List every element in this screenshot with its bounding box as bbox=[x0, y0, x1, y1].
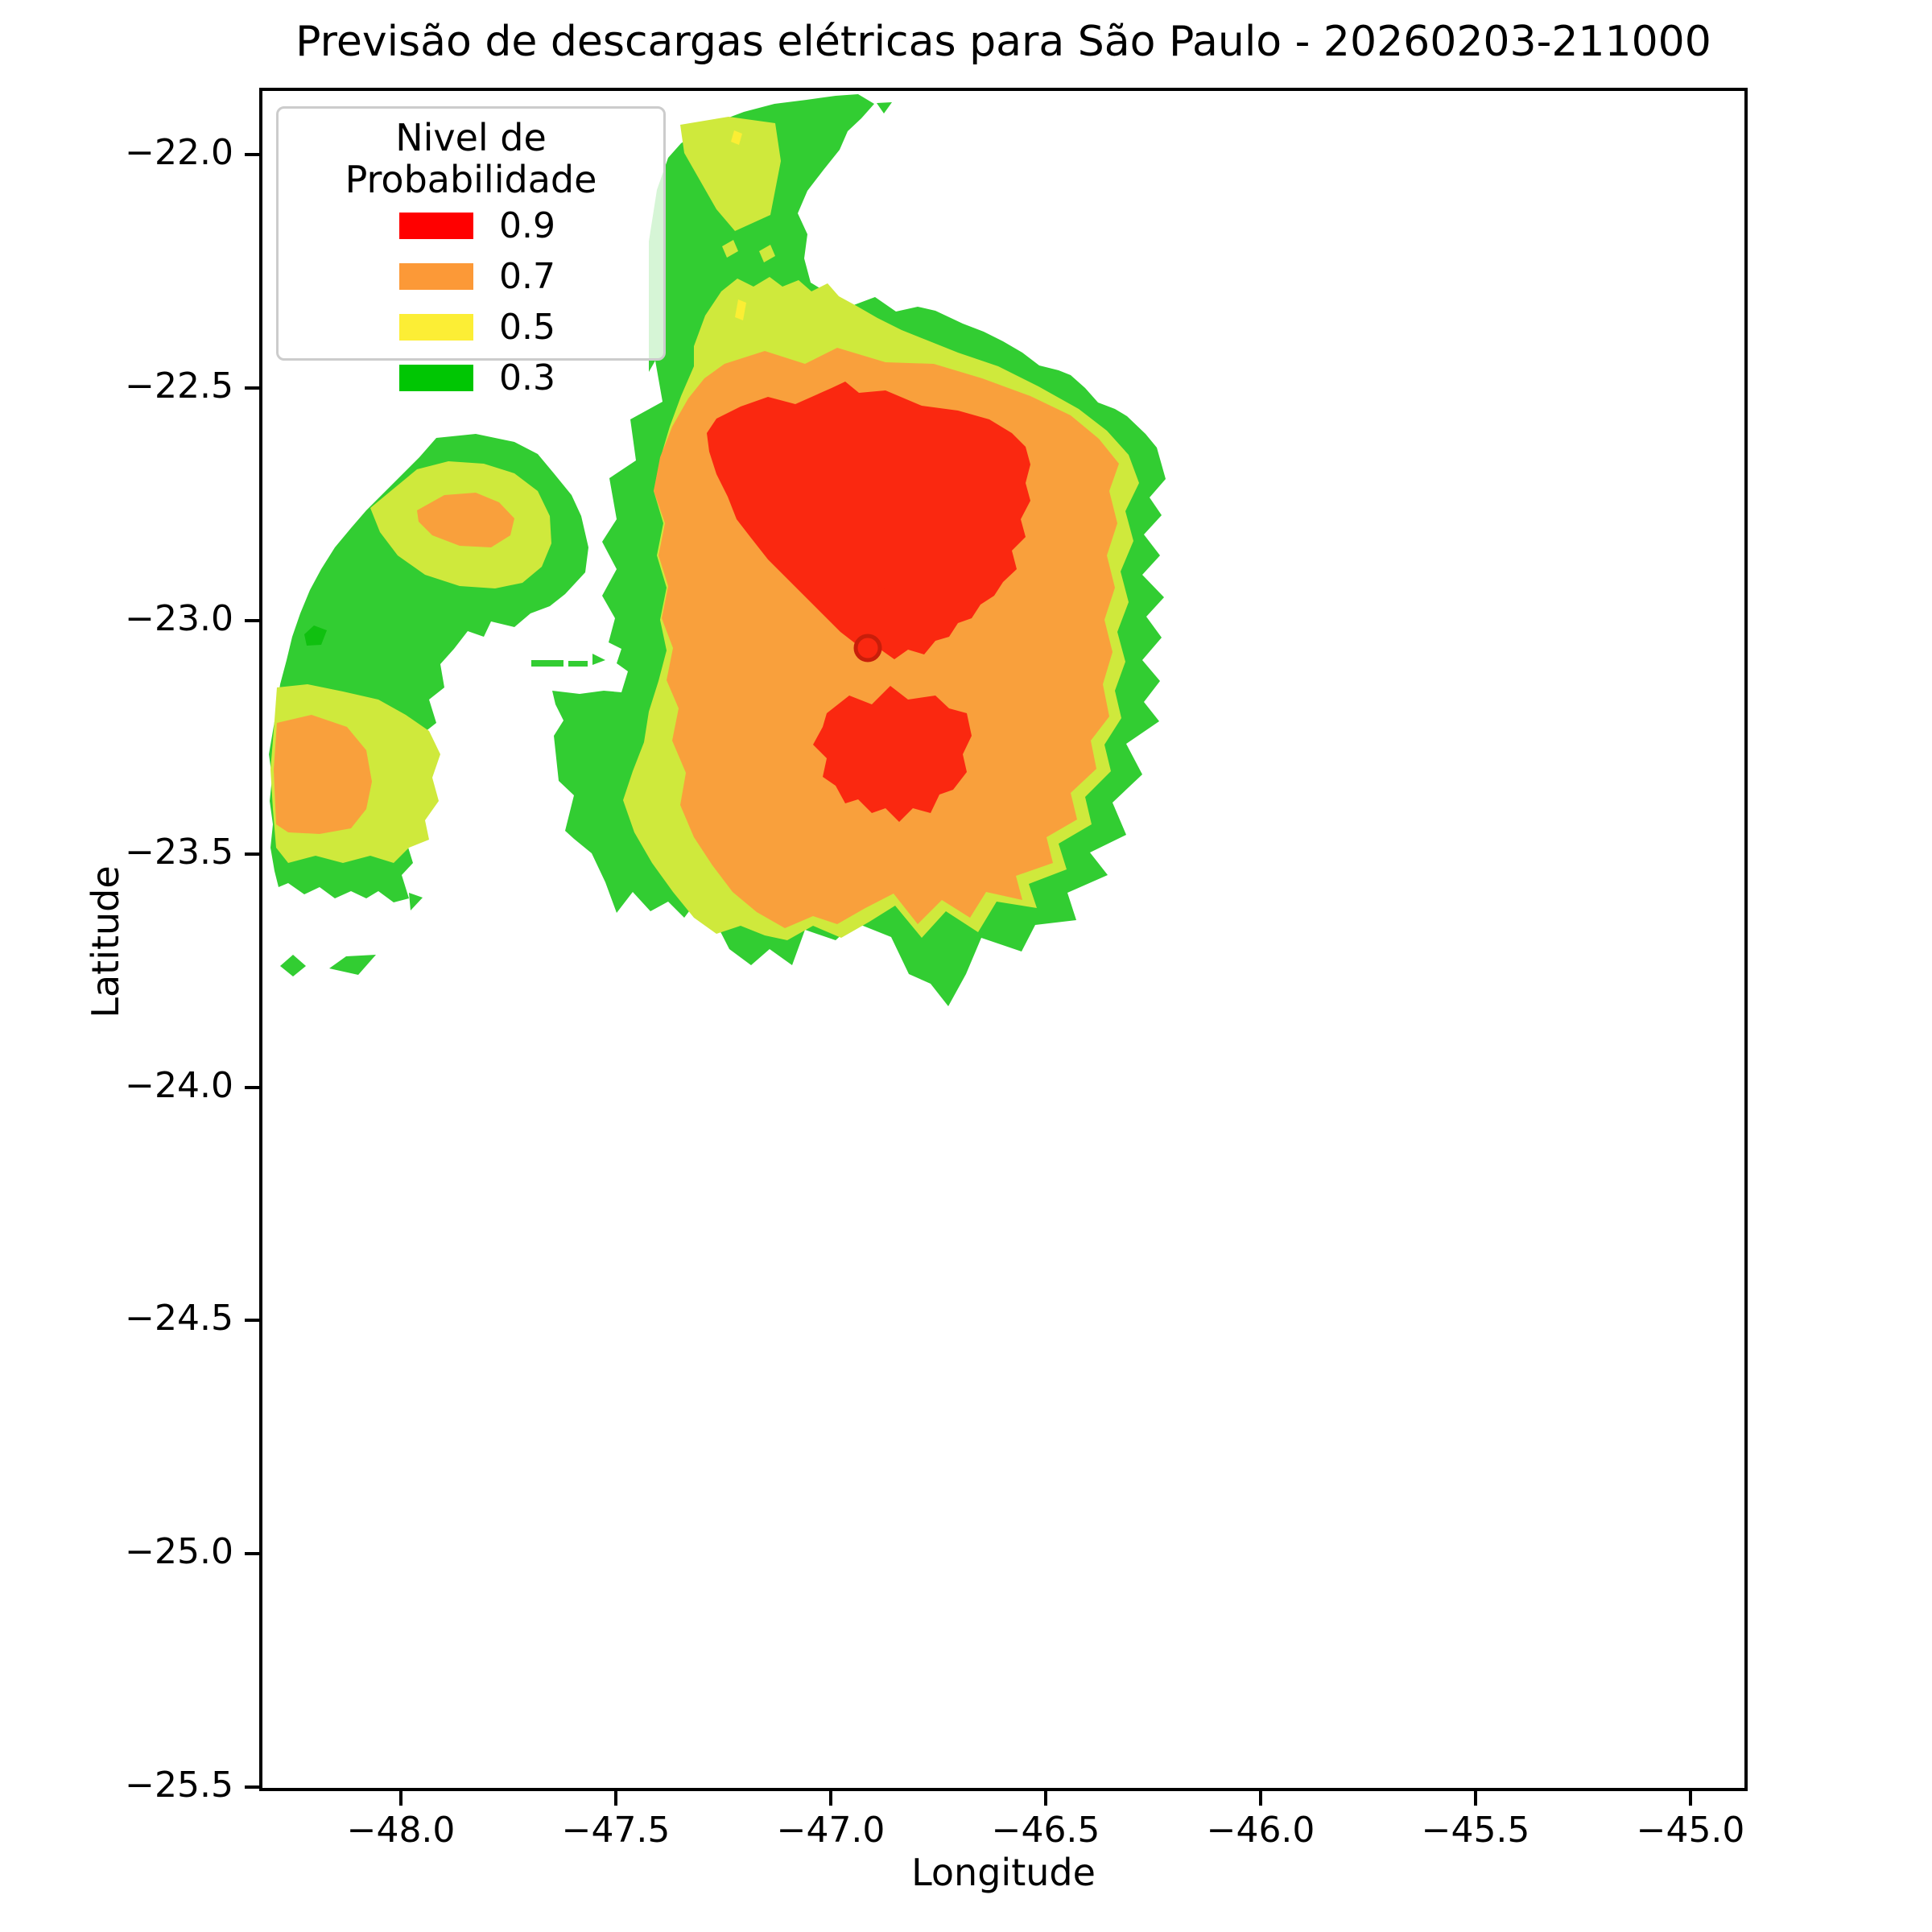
y-tick-label: −22.0 bbox=[125, 132, 233, 173]
dash-segment-1-p03 bbox=[531, 660, 564, 667]
legend-label: 0.5 bbox=[499, 307, 555, 348]
legend-swatch-0.3 bbox=[399, 365, 473, 391]
y-tick-label: −24.0 bbox=[125, 1065, 233, 1106]
legend-label: 0.3 bbox=[499, 357, 555, 398]
y-tick-mark bbox=[245, 852, 259, 856]
x-tick-label: −46.0 bbox=[1206, 1810, 1315, 1851]
legend-item-0.3: 0.3 bbox=[279, 353, 663, 403]
y-tick-mark bbox=[245, 386, 259, 390]
contour-svg bbox=[269, 94, 1166, 1006]
x-tick-mark bbox=[614, 1791, 617, 1806]
legend-swatch-0.7 bbox=[399, 263, 473, 290]
y-tick-label: −25.0 bbox=[125, 1531, 233, 1572]
y-tick-label: −23.0 bbox=[125, 598, 233, 639]
y-tick-label: −22.5 bbox=[125, 365, 233, 407]
x-tick-label: −48.0 bbox=[346, 1810, 456, 1851]
west-upper-core-p07 bbox=[417, 493, 514, 547]
x-axis-label: Longitude bbox=[911, 1851, 1096, 1894]
legend-swatch-0.5 bbox=[399, 314, 473, 341]
yellow-sliver-2 bbox=[731, 130, 742, 145]
x-tick-mark bbox=[1044, 1791, 1047, 1806]
legend-label: 0.7 bbox=[499, 256, 555, 297]
legend-label: 0.9 bbox=[499, 205, 555, 246]
main-storm-upper-core-p09 bbox=[707, 382, 1030, 659]
y-tick-label: −23.5 bbox=[125, 832, 233, 873]
dash-triangle-p03 bbox=[592, 654, 605, 665]
main-storm-lower-core-p09 bbox=[813, 686, 972, 822]
side-triangle-p03 bbox=[409, 893, 423, 910]
legend-title: Nivel de Probabilidade bbox=[345, 116, 597, 201]
legend-box: Nivel de Probabilidade 0.9 0.7 0.5 0.3 bbox=[276, 106, 666, 398]
legend-item-0.5: 0.5 bbox=[279, 302, 663, 353]
x-tick-label: −47.5 bbox=[561, 1810, 671, 1851]
y-tick-label: −24.5 bbox=[125, 1298, 233, 1339]
x-tick-label: −45.0 bbox=[1636, 1810, 1745, 1851]
legend-item-0.7: 0.7 bbox=[279, 251, 663, 302]
chart-title: Previsão de descargas elétricas para São… bbox=[295, 18, 1711, 66]
x-tick-mark bbox=[1689, 1791, 1692, 1806]
arm-diamond-1-p05 bbox=[722, 240, 738, 258]
x-tick-mark bbox=[399, 1791, 402, 1806]
y-tick-mark bbox=[245, 1086, 259, 1089]
x-tick-label: −45.5 bbox=[1421, 1810, 1530, 1851]
y-tick-mark bbox=[245, 619, 259, 622]
red-leaf-p09 bbox=[873, 584, 886, 610]
arm-band-p05 bbox=[680, 117, 781, 231]
arm-apex-triangle-p03 bbox=[877, 102, 892, 114]
y-axis-label: Latitude bbox=[84, 865, 127, 1018]
yellow-sliver-1 bbox=[735, 299, 746, 320]
arm-diamond-2-p05 bbox=[759, 245, 775, 262]
x-tick-mark bbox=[1474, 1791, 1477, 1806]
x-tick-label: −46.5 bbox=[991, 1810, 1100, 1851]
y-tick-mark bbox=[245, 153, 259, 156]
y-tick-mark bbox=[245, 1785, 259, 1789]
x-tick-label: −47.0 bbox=[776, 1810, 886, 1851]
west-dark-speck bbox=[304, 625, 327, 646]
sao-paulo-marker bbox=[853, 634, 882, 663]
y-tick-mark bbox=[245, 1552, 259, 1555]
south-speck-diamond-p03 bbox=[280, 955, 306, 976]
legend-swatch-0.9 bbox=[399, 213, 473, 239]
south-speck-quad-p03 bbox=[329, 955, 376, 975]
x-tick-mark bbox=[1259, 1791, 1262, 1806]
dash-segment-2-p03 bbox=[568, 661, 588, 667]
y-tick-mark bbox=[245, 1319, 259, 1322]
legend-rows: 0.9 0.7 0.5 0.3 bbox=[279, 200, 663, 403]
west-lower-core-p07 bbox=[274, 715, 372, 834]
y-tick-label: −25.5 bbox=[125, 1765, 233, 1806]
legend-item-0.9: 0.9 bbox=[279, 200, 663, 251]
x-tick-mark bbox=[829, 1791, 832, 1806]
